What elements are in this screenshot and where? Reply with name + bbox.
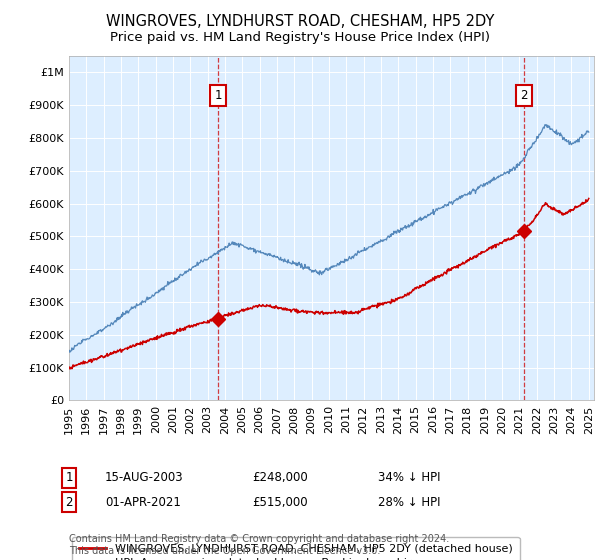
Text: 1: 1 [215, 89, 222, 102]
Text: 15-AUG-2003: 15-AUG-2003 [105, 471, 184, 484]
Text: 01-APR-2021: 01-APR-2021 [105, 496, 181, 509]
Legend: WINGROVES, LYNDHURST ROAD, CHESHAM, HP5 2DY (detached house), HPI: Average price: WINGROVES, LYNDHURST ROAD, CHESHAM, HP5 … [72, 537, 520, 560]
Text: £515,000: £515,000 [252, 496, 308, 509]
Text: 28% ↓ HPI: 28% ↓ HPI [378, 496, 440, 509]
Text: Contains HM Land Registry data © Crown copyright and database right 2024.
This d: Contains HM Land Registry data © Crown c… [69, 534, 449, 556]
Text: 2: 2 [65, 496, 73, 509]
Text: 2: 2 [520, 89, 527, 102]
Text: Price paid vs. HM Land Registry's House Price Index (HPI): Price paid vs. HM Land Registry's House … [110, 31, 490, 44]
Text: WINGROVES, LYNDHURST ROAD, CHESHAM, HP5 2DY: WINGROVES, LYNDHURST ROAD, CHESHAM, HP5 … [106, 14, 494, 29]
Text: 34% ↓ HPI: 34% ↓ HPI [378, 471, 440, 484]
Text: £248,000: £248,000 [252, 471, 308, 484]
Text: 1: 1 [65, 471, 73, 484]
